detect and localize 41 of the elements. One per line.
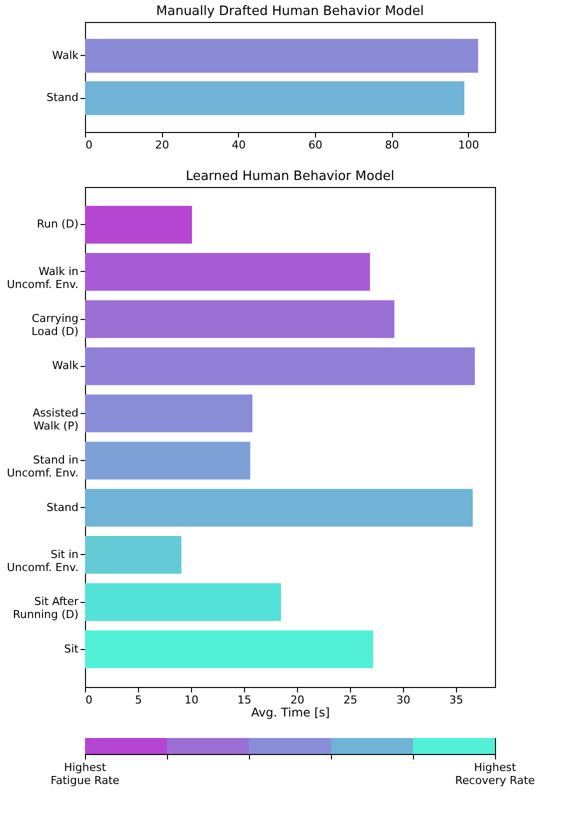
bar [85, 394, 252, 432]
x-axis-title: Avg. Time [s] [251, 706, 330, 720]
x-tick-label: 30 [396, 694, 410, 706]
x-tick-label: 60 [308, 138, 322, 152]
y-tick-label: Sit in Uncomf. Env. [6, 548, 79, 574]
x-tick-label: 20 [155, 138, 170, 152]
chart-title: Learned Human Behavior Model [186, 169, 394, 184]
chart-title: Manually Drafted Human Behavior Model [156, 4, 424, 19]
y-tick-label: Walk [52, 48, 80, 62]
x-tick-label: 15 [237, 694, 252, 706]
y-tick-label: Walk in Uncomf. Env. [6, 264, 79, 291]
y-tick-label: Stand [46, 500, 78, 514]
y-tick-label: Walk [52, 359, 80, 372]
y-tick-label: Sit After Running (D) [12, 595, 79, 622]
y-tick-label: Stand [46, 91, 78, 104]
text: Highest Recovery Rate [455, 761, 536, 787]
bar [85, 583, 281, 621]
y-tick-label: Run (D) [36, 218, 78, 231]
x-tick-label: 20 [290, 694, 304, 706]
bar [85, 536, 182, 574]
x-tick-label: 35 [449, 694, 464, 706]
x-tick-label: 25 [343, 694, 358, 706]
x-tick-label: 0 [86, 138, 92, 152]
x-tick-label: 10 [184, 694, 198, 706]
bar [85, 300, 394, 338]
x-tick-label: 100 [458, 138, 480, 152]
y-tick-label: Sit [64, 642, 80, 656]
x-tick-label: 40 [232, 138, 246, 152]
bar [85, 442, 250, 480]
text: Highest Fatigue Rate [50, 761, 120, 787]
bar [85, 253, 370, 291]
y-tick-label: Stand in Uncomf. Env. [6, 454, 79, 480]
x-tick-label: 0 [86, 694, 92, 706]
bar [85, 488, 473, 527]
x-tick-label: 80 [385, 138, 400, 152]
y-tick-label: Assisted Walk (P) [32, 406, 78, 432]
y-tick-label: Carrying Load (D) [32, 312, 78, 338]
bar [85, 347, 475, 386]
bar [85, 630, 374, 668]
x-tick-label: 5 [134, 694, 142, 706]
bar [85, 206, 192, 244]
